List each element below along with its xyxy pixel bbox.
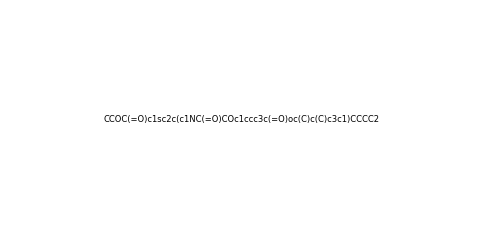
Text: CCOC(=O)c1sc2c(c1NC(=O)COc1ccc3c(=O)oc(C)c(C)c3c1)CCCC2: CCOC(=O)c1sc2c(c1NC(=O)COc1ccc3c(=O)oc(C… — [103, 115, 379, 124]
